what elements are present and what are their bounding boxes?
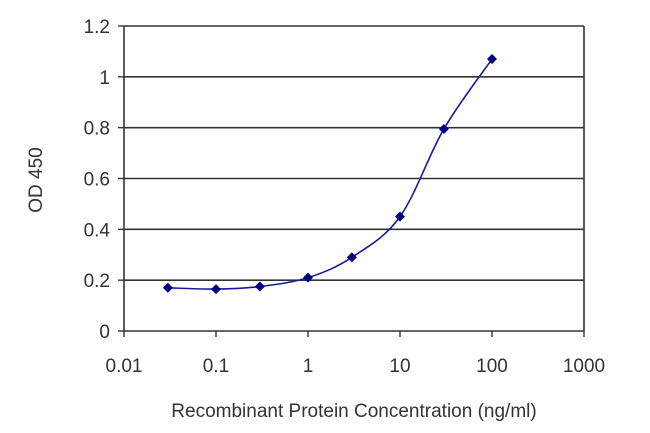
data-point-4 — [346, 252, 357, 263]
y-tick-label: 1.2 — [84, 17, 110, 38]
x-tick-label: 0.01 — [106, 356, 143, 377]
data-point-3 — [303, 272, 313, 283]
y-tick-label: 0.8 — [84, 119, 110, 140]
x-tick-labels: 0.01 0.1 1 10 100 1000 — [106, 356, 606, 377]
data-point-7 — [487, 54, 497, 65]
y-tick-label: 0.2 — [84, 271, 110, 292]
x-tick-label: 0.1 — [203, 356, 229, 377]
data-point-2 — [254, 281, 265, 292]
grid-lines — [124, 25, 584, 281]
series-line-0 — [167, 58, 493, 290]
y-tick-labels: 0 0.2 0.4 0.6 0.8 1 1.2 — [84, 17, 111, 343]
series — [162, 54, 497, 295]
x-tick-label: 10 — [389, 356, 410, 377]
data-point-1 — [211, 284, 221, 295]
data-point-6 — [438, 123, 449, 134]
y-tick-label: 0 — [99, 322, 110, 343]
data-point-0 — [162, 282, 173, 293]
y-tick-label: 1 — [99, 68, 110, 89]
x-tick-label: 1000 — [563, 356, 605, 377]
x-axis-title: Recombinant Protein Concentration (ng/ml… — [171, 401, 536, 422]
axes — [118, 25, 585, 337]
y-tick-label: 0.4 — [84, 220, 111, 241]
y-axis-title: OD 450 — [26, 147, 47, 212]
data-point-5 — [395, 211, 405, 222]
y-tick-label: 0.6 — [84, 170, 110, 191]
x-tick-label: 100 — [476, 356, 508, 377]
x-tick-label: 1 — [303, 356, 314, 377]
